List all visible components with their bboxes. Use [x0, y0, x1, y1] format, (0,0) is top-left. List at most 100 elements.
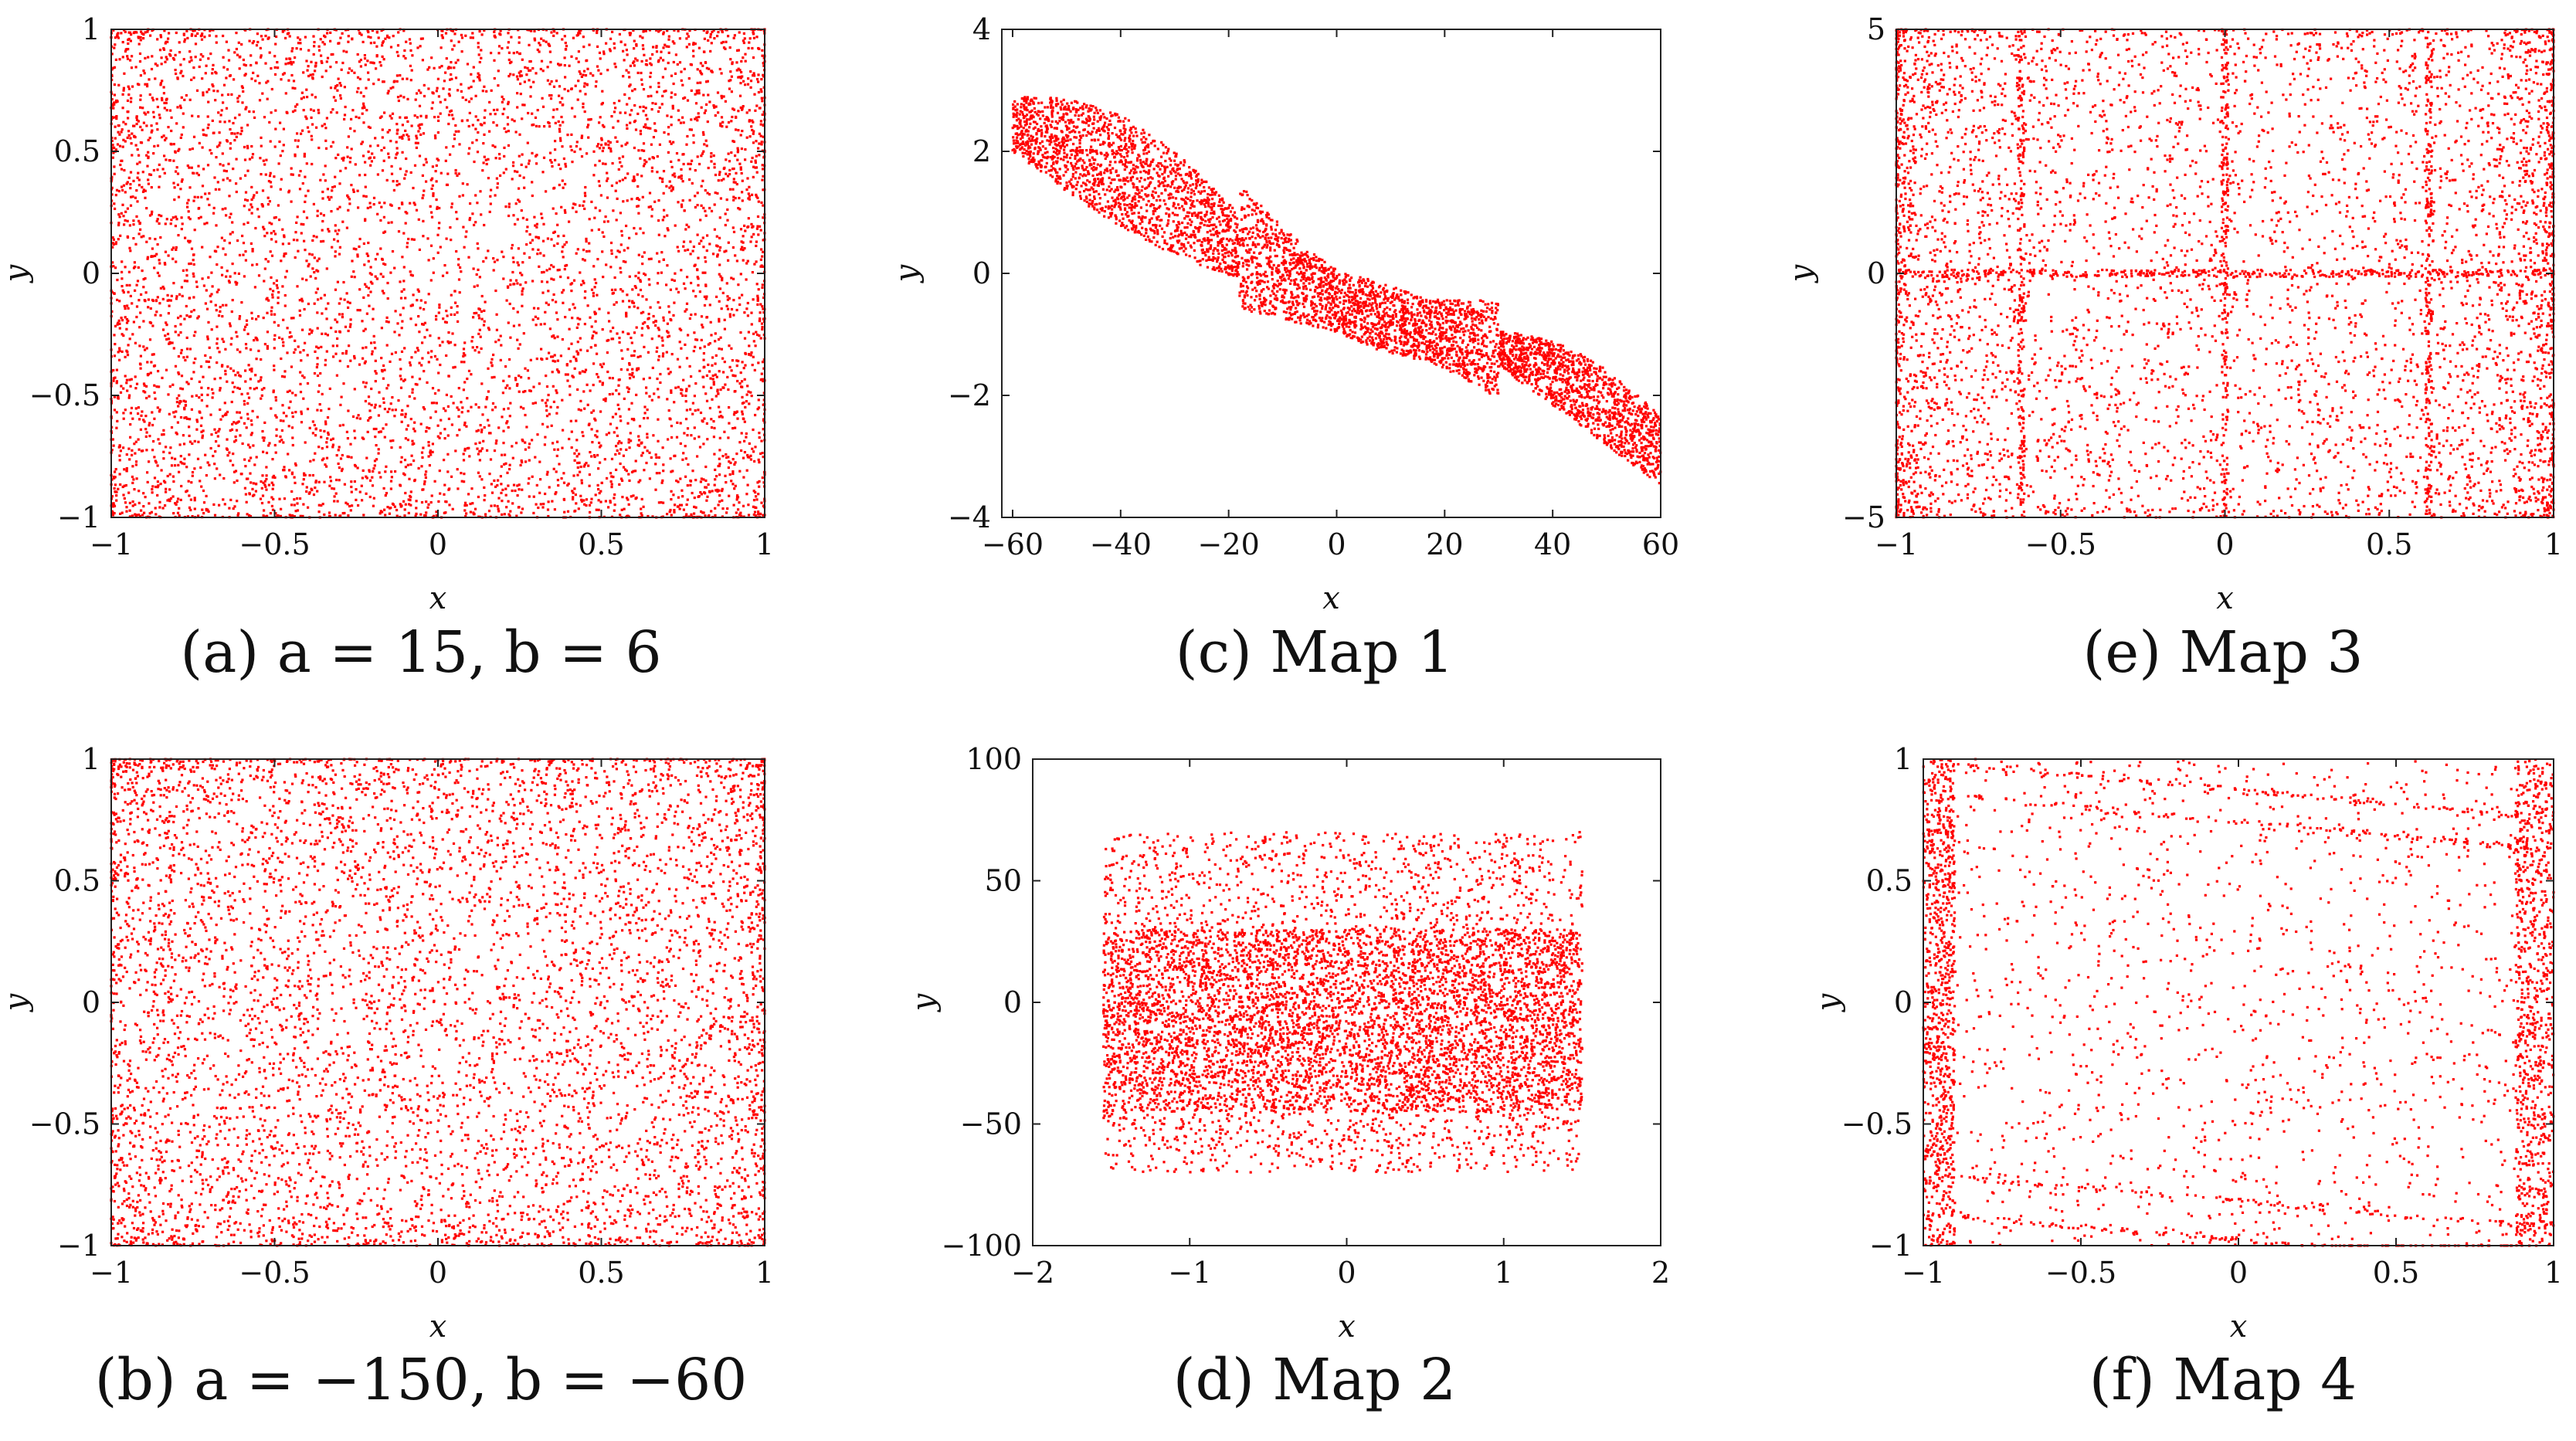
point: [685, 302, 689, 305]
point: [757, 90, 760, 94]
point: [593, 417, 596, 420]
point: [559, 139, 562, 142]
point: [755, 333, 759, 337]
point: [517, 347, 520, 350]
point: [232, 390, 235, 394]
point: [261, 92, 264, 95]
point: [296, 145, 299, 148]
point: [714, 373, 717, 376]
point: [604, 399, 607, 402]
point: [613, 493, 616, 497]
point: [147, 110, 150, 114]
point: [347, 329, 350, 333]
point: [178, 51, 182, 54]
point: [411, 439, 414, 442]
point: [183, 406, 186, 409]
point: [666, 214, 669, 217]
point: [190, 377, 193, 381]
point: [690, 281, 693, 285]
point: [302, 96, 305, 99]
point: [245, 500, 248, 504]
point: [332, 487, 336, 490]
point: [351, 504, 354, 507]
point: [255, 191, 259, 194]
point: [172, 143, 175, 146]
point: [606, 476, 609, 480]
point: [187, 480, 190, 483]
point: [304, 200, 307, 203]
point: [255, 337, 258, 341]
point: [595, 80, 598, 83]
point: [127, 307, 130, 310]
point: [145, 431, 148, 434]
point: [179, 314, 182, 317]
point: [295, 221, 298, 224]
point: [141, 449, 144, 453]
point: [377, 414, 380, 417]
point: [183, 98, 186, 101]
point: [304, 249, 307, 252]
point: [221, 337, 224, 341]
point: [625, 448, 628, 451]
point: [348, 67, 351, 70]
point: [193, 195, 196, 198]
point: [458, 143, 461, 146]
point: [579, 204, 582, 207]
point: [283, 255, 286, 258]
point: [226, 448, 229, 451]
point: [221, 273, 224, 276]
point: [397, 99, 400, 103]
point: [548, 486, 551, 489]
point: [296, 509, 300, 512]
point: [180, 96, 183, 99]
point: [415, 507, 418, 510]
point: [575, 439, 579, 442]
point: [382, 159, 385, 162]
point: [142, 286, 145, 289]
point: [291, 47, 294, 50]
point: [161, 328, 165, 331]
point: [137, 171, 140, 175]
point: [228, 195, 231, 198]
point: [474, 221, 477, 224]
point: [139, 141, 142, 144]
point: [734, 197, 737, 200]
point: [539, 67, 542, 71]
point: [437, 388, 440, 392]
point: [711, 253, 715, 256]
point: [400, 350, 404, 353]
point: [168, 488, 171, 491]
point: [168, 304, 171, 307]
point: [708, 490, 711, 493]
point: [344, 325, 348, 328]
point: [373, 459, 377, 463]
point: [204, 302, 207, 305]
point: [237, 41, 240, 44]
point: [761, 49, 764, 52]
point: [501, 453, 504, 456]
point: [507, 205, 511, 209]
point: [747, 504, 750, 507]
point: [465, 230, 468, 233]
point: [588, 504, 592, 507]
point: [647, 313, 650, 316]
point: [622, 49, 625, 53]
point: [682, 245, 685, 248]
point: [348, 344, 351, 348]
point: [387, 152, 390, 155]
point: [418, 361, 421, 364]
point: [201, 146, 204, 149]
point: [137, 42, 141, 46]
point: [462, 348, 466, 351]
point: [666, 114, 669, 117]
point: [402, 96, 406, 99]
point: [518, 375, 521, 378]
point: [221, 415, 225, 418]
point: [561, 291, 564, 294]
point: [217, 288, 220, 291]
point: [397, 399, 400, 402]
point: [325, 60, 328, 63]
point: [148, 93, 151, 97]
point: [732, 413, 736, 416]
point: [585, 240, 588, 243]
